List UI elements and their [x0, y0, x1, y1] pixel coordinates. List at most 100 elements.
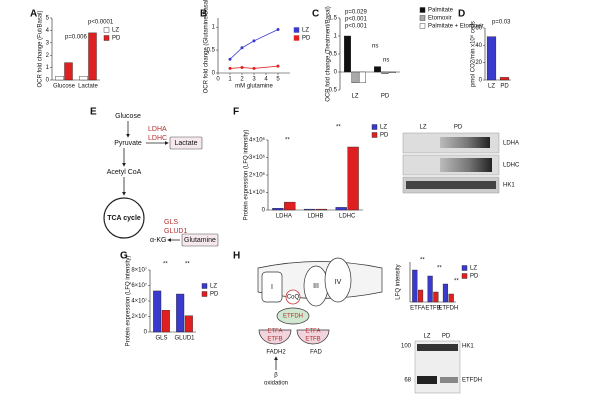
y-axis-label: Protein expression (LFQ intensity)	[126, 256, 132, 347]
y-tick-label: 3×10⁶	[249, 154, 266, 161]
legend-label: LZ	[210, 284, 217, 290]
x-tick-label: ETFB	[425, 306, 440, 312]
y-tick-label: 1.5	[329, 16, 338, 22]
label: ETFA	[305, 329, 320, 335]
panel-label: H	[233, 251, 240, 262]
y-tick-label: 1	[334, 34, 338, 40]
bar	[344, 35, 351, 73]
bar	[499, 77, 510, 81]
box-label: Lactate	[175, 140, 198, 147]
legend-label: LZ	[380, 125, 387, 131]
y-tick-label: 40	[475, 43, 482, 49]
point	[276, 27, 280, 31]
y-axis-label: Protein expression (LFQ intensity)	[244, 130, 250, 221]
y-axis-label: LFQ intensity	[396, 264, 402, 299]
annotation: **	[285, 138, 290, 144]
complex: IV	[335, 279, 342, 286]
annotation: p=0.03	[492, 20, 511, 26]
point	[276, 64, 280, 68]
y-tick-label: 3	[46, 40, 50, 46]
western-blot: LZ PD LDHA LDHC HK1	[402, 125, 520, 194]
y-axis-label: OCR fold change (Treatment/Basal)	[326, 6, 332, 101]
marker-label: 68	[404, 378, 411, 384]
legend-label: PD	[302, 36, 311, 42]
annotation: p=0.006	[65, 35, 88, 41]
annotation: ns	[372, 44, 378, 50]
y-tick-label: 0	[479, 78, 483, 84]
panel-label: C	[312, 9, 319, 20]
legend-swatch	[293, 35, 300, 41]
label: ETFA	[267, 329, 282, 335]
label: FAD	[310, 350, 322, 356]
bar	[486, 36, 497, 81]
y-axis-label: pmol CO2/min x10⁶ cells	[470, 21, 477, 87]
panel-label: D	[458, 9, 465, 20]
y-tick-label: 2×10⁶	[249, 172, 266, 179]
node: Acetyl CoA	[107, 169, 142, 176]
bar	[433, 291, 439, 303]
label: FADH2	[266, 350, 286, 356]
bar	[64, 62, 73, 81]
legend-swatch	[201, 283, 208, 289]
legend-label: PD	[470, 274, 479, 280]
bar	[417, 289, 424, 303]
node: Pyruvate	[114, 140, 142, 147]
complex: I	[271, 284, 273, 291]
x-tick-label: GLUD1	[174, 336, 195, 342]
lane-label: LZ	[423, 334, 430, 340]
bar	[315, 208, 328, 211]
x-tick-label: 2	[240, 77, 244, 83]
bar	[359, 71, 366, 84]
y-tick-label: 8×10⁷	[131, 267, 147, 274]
bar	[176, 293, 185, 333]
row-label: LDHC	[503, 163, 520, 169]
node: TCA cycle	[107, 215, 141, 222]
legend-label: Etomoxir	[428, 16, 452, 22]
y-tick-label: 0	[144, 330, 148, 336]
bar	[303, 208, 316, 211]
x-tick-label: LDHA	[276, 214, 292, 220]
legend-swatch	[371, 124, 378, 130]
y-tick-label: 4×10⁷	[131, 298, 147, 305]
y-tick-label: 4	[46, 28, 50, 34]
legend-label: LZ	[470, 266, 477, 272]
y-tick-label: 2	[46, 53, 50, 59]
x-tick-label: 3	[252, 77, 256, 83]
y-tick-label: 4×10⁶	[249, 137, 266, 144]
y-tick-label: 2×10⁷	[131, 313, 147, 320]
bar	[442, 283, 449, 303]
y-tick-label: 1×10⁶	[249, 189, 266, 196]
x-tick-label: ETFDH	[438, 306, 458, 312]
node: Glucose	[115, 113, 141, 120]
bar	[347, 146, 359, 211]
row-label: HK1	[503, 183, 515, 189]
x-tick-label: 1	[228, 77, 232, 83]
label: CoQ	[287, 295, 300, 301]
panel-label: F	[233, 107, 239, 118]
lane-label: PD	[454, 125, 463, 131]
x-tick-label: Lactate	[78, 84, 98, 90]
panel-label: G	[120, 251, 128, 262]
panel-label: A	[30, 9, 37, 20]
point	[240, 46, 244, 50]
legend-swatch	[371, 132, 378, 138]
bar	[389, 71, 396, 73]
lane-label: PD	[442, 334, 451, 340]
bar	[284, 201, 296, 211]
marker-label: 100	[401, 344, 412, 350]
x-tick-label: 0	[216, 77, 220, 83]
x-tick-label: ETFA	[410, 306, 425, 312]
row-label: HK1	[462, 344, 474, 350]
bar	[448, 293, 454, 303]
node: α-KG	[150, 237, 167, 244]
x-tick-label: LDHC	[339, 214, 356, 220]
annotation: p=0.029	[345, 10, 368, 16]
label: β	[274, 373, 278, 379]
bar	[88, 32, 97, 81]
legend-swatch	[103, 27, 110, 33]
legend-swatch	[201, 291, 208, 297]
legend-swatch	[419, 23, 426, 29]
annotation: p<0.001	[345, 24, 368, 30]
y-tick-label: 0	[46, 78, 50, 84]
